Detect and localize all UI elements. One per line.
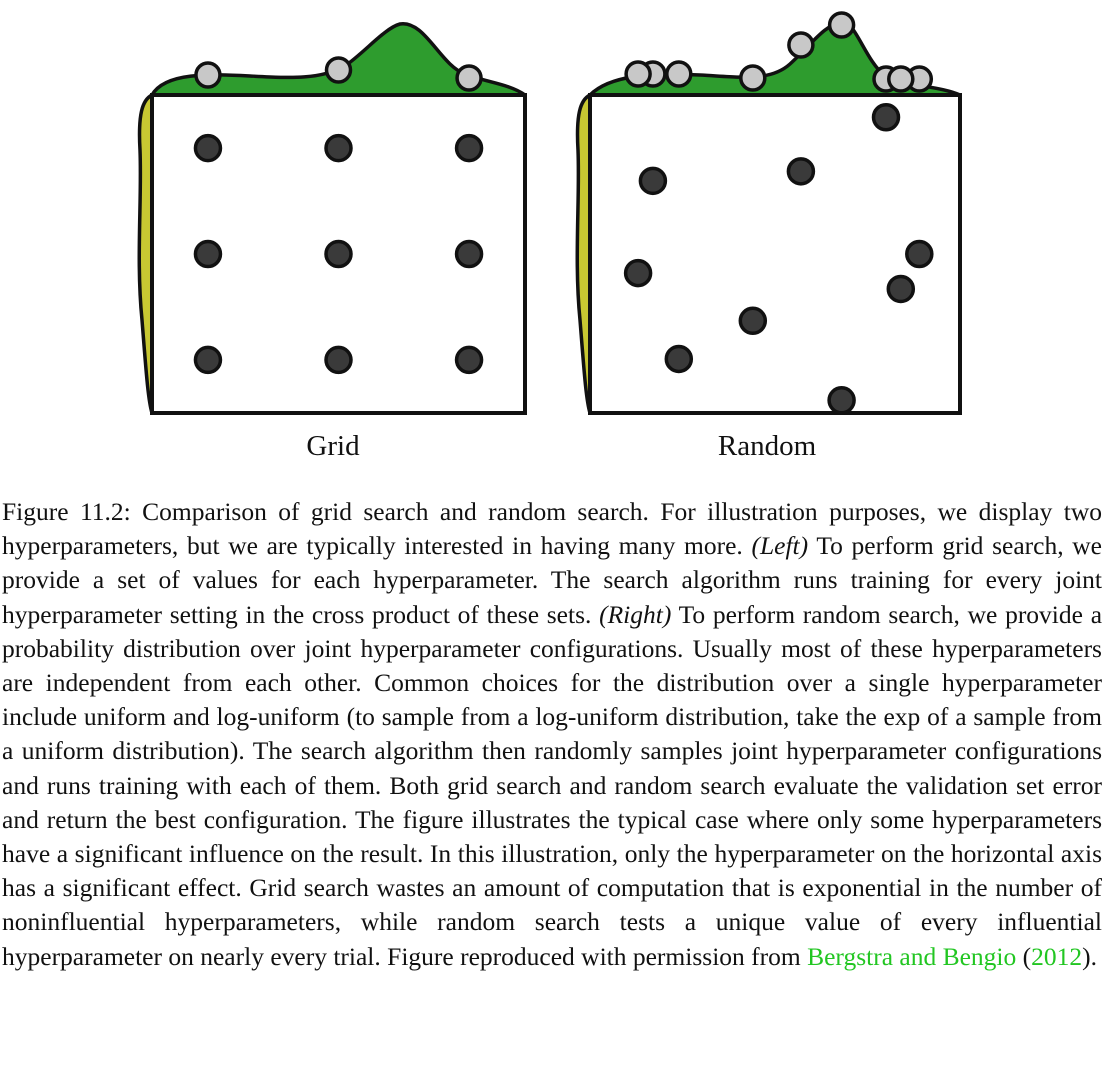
sample-point [324, 239, 353, 269]
projected-point [455, 64, 483, 92]
grid-panel-label: Grid [306, 430, 360, 462]
sample-point [454, 133, 484, 163]
sample-point [193, 345, 223, 375]
sample-point [454, 345, 484, 375]
grid-side-marginal [137, 93, 154, 415]
sample-point [738, 306, 768, 336]
projected-point [787, 31, 815, 59]
sample-point [623, 258, 653, 288]
random-projected-points [624, 11, 934, 93]
sample-point [664, 344, 694, 374]
sample-point [871, 103, 901, 132]
random-search-space [588, 93, 962, 415]
random-points [623, 103, 934, 415]
caption-random-description: To perform random search, we provide a p… [2, 599, 1103, 971]
sample-point [786, 157, 816, 186]
projected-point [324, 56, 353, 84]
caption-left-tag: (Left) [751, 531, 809, 561]
sample-point [193, 239, 223, 269]
comparison-figure [137, 11, 962, 415]
projected-point [624, 60, 652, 88]
sample-point [638, 166, 668, 196]
projected-point [739, 64, 767, 92]
projected-point [887, 65, 915, 93]
sample-point [886, 274, 916, 304]
sample-point [324, 345, 353, 375]
projected-point [194, 61, 222, 89]
projected-point [665, 60, 693, 88]
figure-caption: Figure 11.2: Comparison of grid search a… [2, 495, 1102, 974]
sample-point [324, 133, 353, 163]
caption-grid-description: To perform grid search, we provide a set… [2, 531, 1102, 629]
citation-year-link[interactable]: 2012 [1031, 941, 1083, 971]
sample-point [827, 386, 856, 415]
sample-point [905, 239, 934, 269]
random-side-marginal [575, 93, 592, 415]
sample-point [454, 239, 484, 269]
sample-point [193, 133, 223, 163]
citation-open-paren: ( [1022, 941, 1032, 971]
citation-close-paren: ). [1082, 941, 1097, 971]
caption-intro: Figure 11.2: Comparison of grid search a… [2, 497, 1102, 561]
grid-points [193, 133, 484, 375]
projected-point [827, 11, 856, 39]
grid-projected-points [194, 56, 483, 92]
citation-authors-link[interactable]: Bergstra and Bengio [807, 941, 1017, 971]
random-panel-label: Random [717, 430, 817, 462]
random-panel [575, 11, 962, 415]
grid-panel [137, 22, 527, 415]
caption-right-tag: (Right) [599, 599, 672, 629]
